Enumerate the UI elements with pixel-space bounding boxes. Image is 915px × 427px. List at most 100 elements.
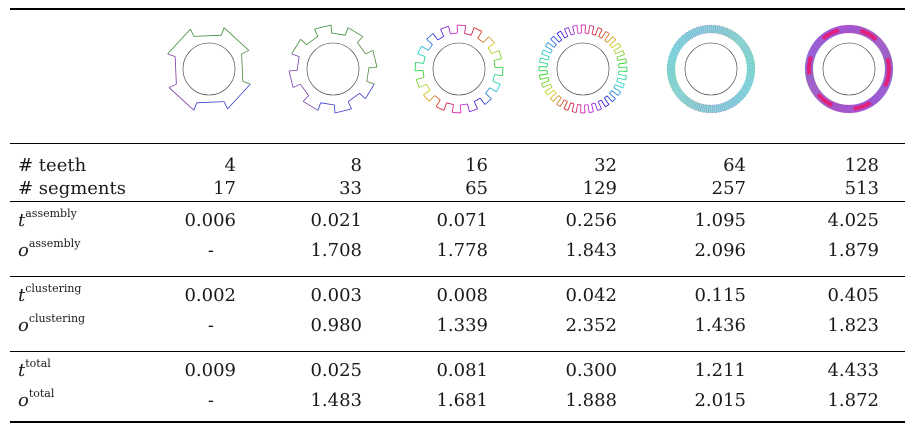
gear-inner-circle	[556, 42, 610, 96]
gear-segment	[547, 89, 555, 96]
gear-32-teeth-icon	[538, 24, 628, 114]
row-o-total-cell: 1.483	[310, 390, 362, 411]
gear-segment	[320, 102, 335, 106]
gear-segment	[357, 36, 364, 43]
row-o-assembly-cell: 1.708	[310, 240, 362, 261]
gear-segment	[556, 33, 563, 41]
gear-segment	[564, 28, 569, 37]
gear-segment	[604, 33, 610, 41]
gear-segment	[874, 93, 876, 95]
row-t-assembly-cell: 1.095	[694, 210, 746, 231]
gear-segment	[432, 33, 439, 41]
gear-segment	[366, 67, 370, 82]
gear-segment	[539, 57, 541, 63]
gear-segment	[417, 45, 422, 55]
gear-segment	[676, 80, 678, 83]
row-o-assembly-cell: 1.778	[436, 240, 488, 261]
gear-segment	[591, 26, 595, 35]
gear-segment	[875, 92, 877, 94]
gear-segment	[344, 27, 349, 36]
gear-inner-circle	[822, 42, 876, 96]
row-o-total-cell: 1.681	[436, 390, 488, 411]
gear-segment	[691, 37, 693, 40]
gear-segment	[440, 25, 449, 30]
row-o-assembly-cell: 1.879	[827, 240, 879, 261]
gear-segment	[553, 44, 557, 48]
gear-segment	[539, 73, 548, 76]
gear-segment	[741, 86, 743, 88]
gear-color-band	[807, 27, 891, 111]
row-label-segments: # segments	[18, 178, 126, 199]
gear-segment	[698, 102, 701, 104]
gear-segment	[683, 44, 685, 47]
gear-segment	[733, 41, 736, 43]
gear-segment	[736, 43, 738, 46]
gear-segment	[446, 102, 454, 105]
gear-segment	[314, 28, 319, 37]
variable-symbol: t	[18, 285, 26, 306]
gear-segment	[824, 42, 826, 43]
row-teeth-cell: 4	[224, 155, 236, 176]
gear-segment	[223, 27, 250, 51]
gear-segment	[609, 90, 613, 94]
gear-segment	[597, 27, 603, 30]
row-o-clustering-cell: 1.823	[827, 315, 879, 336]
gear-segment	[823, 94, 825, 96]
gear-segment	[545, 45, 553, 51]
row-o-assembly-cell: 1.843	[565, 240, 617, 261]
gear-segment	[597, 101, 602, 110]
row-segments-cell: 33	[339, 178, 362, 199]
gear-segment	[564, 27, 569, 30]
row-label-o-clustering: oclustering	[18, 312, 85, 339]
gear-segment	[467, 103, 470, 112]
gear-segment	[743, 82, 745, 85]
gear-segment	[819, 47, 821, 49]
gear-64-teeth-icon	[666, 24, 756, 114]
gear-segment	[821, 44, 823, 46]
gear-segment	[550, 38, 557, 45]
gear-segment	[825, 96, 827, 98]
gear-segment	[193, 34, 222, 37]
gear-segment	[686, 95, 689, 97]
gear-segment	[563, 108, 569, 111]
row-o-clustering-cell: 1.339	[436, 315, 488, 336]
gear-segment	[543, 49, 551, 54]
row-t-clustering-cell: 0.002	[184, 285, 236, 306]
gear-4-teeth-icon	[167, 27, 251, 111]
row-teeth-cell: 64	[723, 155, 746, 176]
gear-segment	[576, 25, 579, 34]
row-label-o-total: ototal	[18, 387, 54, 414]
variable-superscript: total	[25, 357, 51, 370]
bottom-rule	[10, 421, 905, 423]
gear-segment	[601, 31, 607, 39]
row-teeth-cell: 8	[350, 155, 362, 176]
gear-segment	[553, 90, 557, 94]
row-o-clustering-cell: 1.436	[694, 315, 746, 336]
gear-segment	[588, 25, 591, 34]
gear-segment	[485, 87, 491, 94]
row-t-clustering-cell: 0.115	[694, 285, 746, 306]
gear-segment	[873, 42, 875, 44]
gear-segment	[740, 49, 743, 51]
gear-segment	[190, 28, 195, 37]
gear-segment	[317, 102, 322, 111]
gear-segment	[550, 35, 554, 40]
gear-segment	[598, 36, 602, 39]
gear-segment	[347, 93, 360, 102]
gear-segment	[550, 50, 553, 54]
gear-inner-circle	[306, 42, 360, 96]
gear-segment	[618, 42, 622, 47]
row-o-total-cell: -	[207, 390, 214, 411]
gear-inner-circle	[432, 42, 486, 96]
gear-segment	[827, 97, 829, 99]
gear-segment	[300, 83, 309, 96]
gear-segment	[613, 46, 622, 52]
gear-segment	[306, 36, 319, 45]
gear-segment	[331, 32, 346, 36]
gear-segment	[464, 25, 467, 34]
gear-segment	[564, 36, 569, 39]
gear-segment	[421, 45, 429, 51]
gear-segment	[473, 97, 481, 102]
group-rule-1	[10, 201, 905, 202]
variable-superscript: clustering	[25, 282, 82, 295]
